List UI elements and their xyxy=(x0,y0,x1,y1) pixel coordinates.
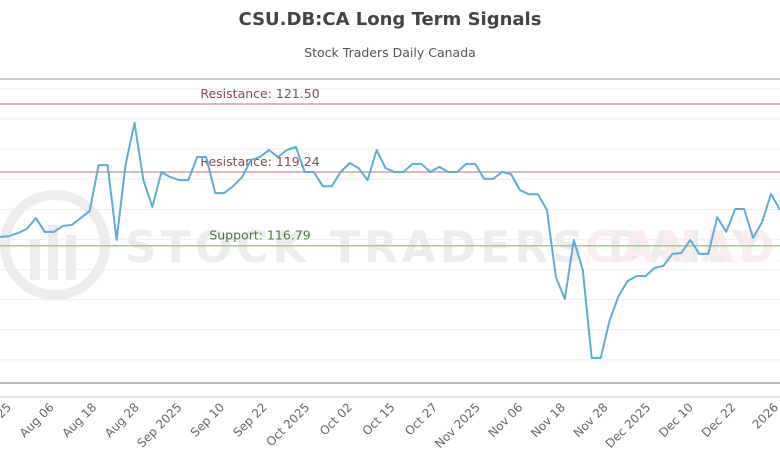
x-tick-label: Sep 10 xyxy=(188,400,227,439)
watermark-text-canada: CANADA xyxy=(585,222,780,273)
watermark-logo: STOCK TRADERS DAILY CANADA xyxy=(0,190,780,300)
x-tick-label: 25 xyxy=(0,400,14,421)
chart-subtitle: Stock Traders Daily Canada xyxy=(304,45,476,60)
x-tick-label: Oct 02 xyxy=(317,400,355,438)
x-tick-label: Dec 2025 xyxy=(603,400,654,451)
resistance-label: Resistance: 119.24 xyxy=(200,154,319,169)
chart-title: CSU.DB:CA Long Term Signals xyxy=(239,9,542,30)
signal-levels: Resistance: 121.50 Resistance: 119.24 Supp… xyxy=(0,86,780,247)
x-tick-label: Aug 18 xyxy=(59,400,99,440)
x-tick-label: Aug 28 xyxy=(102,400,142,440)
x-tick-label: Nov 18 xyxy=(528,400,568,440)
x-tick-label: 2026 xyxy=(750,400,780,431)
resistance-label: Resistance: 121.50 xyxy=(200,86,319,101)
x-tick-label: Nov 28 xyxy=(571,400,611,440)
x-tick-label: Dec 22 xyxy=(699,400,739,440)
x-tick-label: Nov 06 xyxy=(485,400,525,440)
x-tick-label: Aug 06 xyxy=(17,400,57,440)
grid xyxy=(0,88,780,361)
x-tick-label: Nov 2025 xyxy=(432,400,483,451)
x-tick-label: Sep 22 xyxy=(230,400,269,439)
x-tick-label: Dec 10 xyxy=(656,400,696,440)
x-tick-label: Oct 27 xyxy=(402,400,440,438)
watermark-text: STOCK TRADERS DAILY xyxy=(125,222,767,273)
x-tick-label: Oct 2025 xyxy=(264,400,313,449)
x-tick-label: Oct 15 xyxy=(360,400,398,438)
support-label: Support: 116.79 xyxy=(209,228,310,243)
price-series-line xyxy=(0,121,780,359)
x-tick-label: Sep 2025 xyxy=(134,400,184,450)
